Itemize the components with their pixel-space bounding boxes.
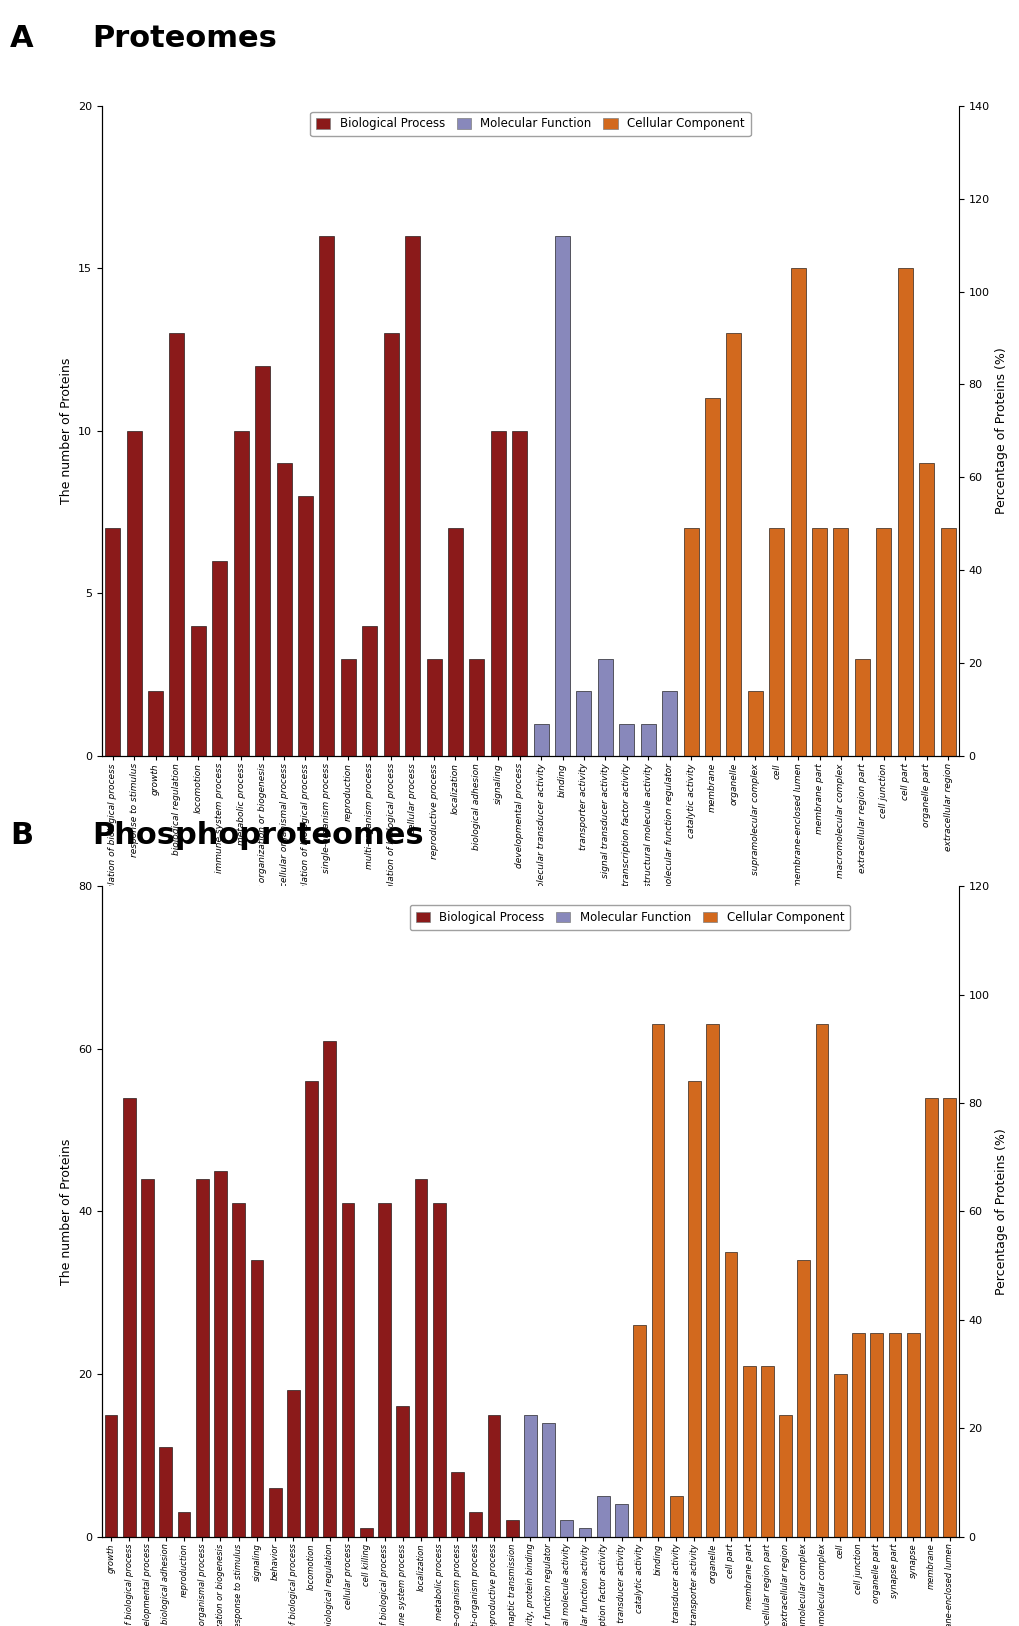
Bar <box>232 1203 245 1537</box>
Bar <box>651 1024 663 1537</box>
Y-axis label: Percentage of Proteins (%): Percentage of Proteins (%) <box>995 348 1007 514</box>
Bar <box>405 236 420 756</box>
Bar <box>834 1374 846 1537</box>
Bar <box>105 1415 117 1537</box>
Bar <box>362 626 377 756</box>
Bar <box>323 1041 336 1537</box>
Bar <box>578 1528 591 1537</box>
Bar <box>148 691 163 756</box>
Bar <box>191 626 206 756</box>
Text: B: B <box>10 821 34 850</box>
Bar <box>897 268 912 756</box>
Bar <box>542 1423 554 1537</box>
Bar <box>169 333 184 756</box>
Bar <box>943 1098 955 1537</box>
Bar <box>790 268 805 756</box>
Bar <box>688 1081 700 1537</box>
Bar <box>276 463 291 756</box>
Bar <box>906 1333 919 1537</box>
Bar <box>875 528 891 756</box>
Bar <box>524 1415 536 1537</box>
Bar <box>469 659 484 756</box>
Bar <box>233 431 249 756</box>
Bar <box>341 1203 355 1537</box>
Bar <box>533 724 548 756</box>
Bar <box>851 1333 864 1537</box>
Bar <box>683 528 698 756</box>
Bar <box>742 1366 755 1537</box>
Bar <box>576 691 591 756</box>
Bar <box>505 1520 518 1537</box>
Bar <box>298 496 313 756</box>
Legend: Biological Process, Molecular Function, Cellular Component: Biological Process, Molecular Function, … <box>310 112 750 137</box>
Y-axis label: The number of Proteins: The number of Proteins <box>59 358 72 504</box>
Bar <box>426 659 441 756</box>
Bar <box>661 691 677 756</box>
Text: Proteomes: Proteomes <box>92 24 276 54</box>
Bar <box>251 1260 263 1537</box>
Y-axis label: The number of Proteins: The number of Proteins <box>59 1138 72 1285</box>
Bar <box>105 528 120 756</box>
Text: Phosphoproteomes: Phosphoproteomes <box>92 821 423 850</box>
Bar <box>723 1252 737 1537</box>
Bar <box>633 1325 645 1537</box>
Bar <box>286 1390 300 1537</box>
Bar <box>383 333 398 756</box>
Bar <box>597 659 612 756</box>
Bar <box>159 1447 172 1537</box>
Bar <box>760 1366 773 1537</box>
Y-axis label: Percentage of Proteins (%): Percentage of Proteins (%) <box>995 1128 1007 1294</box>
Bar <box>705 1024 718 1537</box>
Bar <box>255 366 270 756</box>
Bar <box>177 1512 191 1537</box>
Bar <box>196 1179 209 1537</box>
Bar <box>123 1098 136 1537</box>
Bar <box>924 1098 936 1537</box>
Bar <box>869 1333 882 1537</box>
Bar <box>797 1260 809 1537</box>
Bar <box>396 1406 409 1537</box>
Bar <box>319 236 334 756</box>
Bar <box>815 1024 827 1537</box>
Bar <box>490 431 505 756</box>
Bar <box>747 691 762 756</box>
Bar <box>340 659 356 756</box>
Bar <box>726 333 741 756</box>
Bar <box>704 398 719 756</box>
Bar <box>833 528 848 756</box>
Bar <box>940 528 955 756</box>
Bar <box>305 1081 318 1537</box>
Bar <box>447 528 463 756</box>
Bar <box>360 1528 372 1537</box>
Bar <box>614 1504 628 1537</box>
Bar <box>779 1415 791 1537</box>
Text: A: A <box>10 24 34 54</box>
Bar <box>768 528 784 756</box>
Bar <box>141 1179 154 1537</box>
Bar <box>450 1472 464 1537</box>
Bar <box>554 236 570 756</box>
Bar <box>640 724 655 756</box>
Bar <box>415 1179 427 1537</box>
Bar <box>559 1520 573 1537</box>
Legend: Biological Process, Molecular Function, Cellular Component: Biological Process, Molecular Function, … <box>410 906 849 930</box>
Bar <box>269 1488 281 1537</box>
Bar <box>487 1415 500 1537</box>
Bar <box>469 1512 482 1537</box>
Bar <box>596 1496 609 1537</box>
Bar <box>214 1171 226 1537</box>
Bar <box>378 1203 390 1537</box>
Bar <box>918 463 933 756</box>
Bar <box>512 431 527 756</box>
Bar <box>619 724 634 756</box>
Bar <box>126 431 142 756</box>
Bar <box>669 1496 682 1537</box>
Bar <box>432 1203 445 1537</box>
Bar <box>888 1333 901 1537</box>
Bar <box>212 561 227 756</box>
Bar <box>811 528 826 756</box>
Bar <box>854 659 869 756</box>
